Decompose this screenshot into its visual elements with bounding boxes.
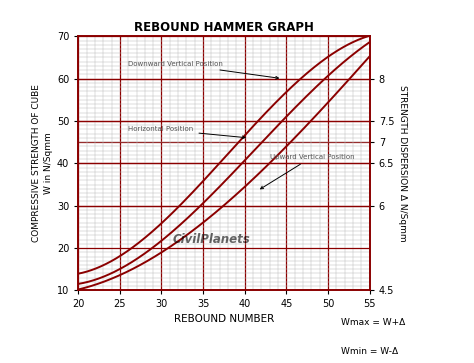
Y-axis label: STRENGTH DISPERSION Δ N/Sqmm: STRENGTH DISPERSION Δ N/Sqmm	[399, 85, 408, 242]
Text: Horizontal Position: Horizontal Position	[128, 126, 245, 139]
Text: Wmax = W+Δ: Wmax = W+Δ	[341, 318, 406, 327]
X-axis label: REBOUND NUMBER: REBOUND NUMBER	[174, 314, 274, 323]
Y-axis label: COMPRESSIVE STRENGTH OF CUBE
W in N/Sqmm: COMPRESSIVE STRENGTH OF CUBE W in N/Sqmm	[32, 85, 53, 242]
Text: Wmin = W-Δ: Wmin = W-Δ	[341, 347, 399, 356]
Text: Downward Vertical Position: Downward Vertical Position	[128, 61, 278, 79]
Text: CivilPlanets: CivilPlanets	[173, 233, 250, 246]
Text: Upward Vertical Position: Upward Vertical Position	[261, 154, 355, 189]
Title: REBOUND HAMMER GRAPH: REBOUND HAMMER GRAPH	[134, 21, 314, 34]
